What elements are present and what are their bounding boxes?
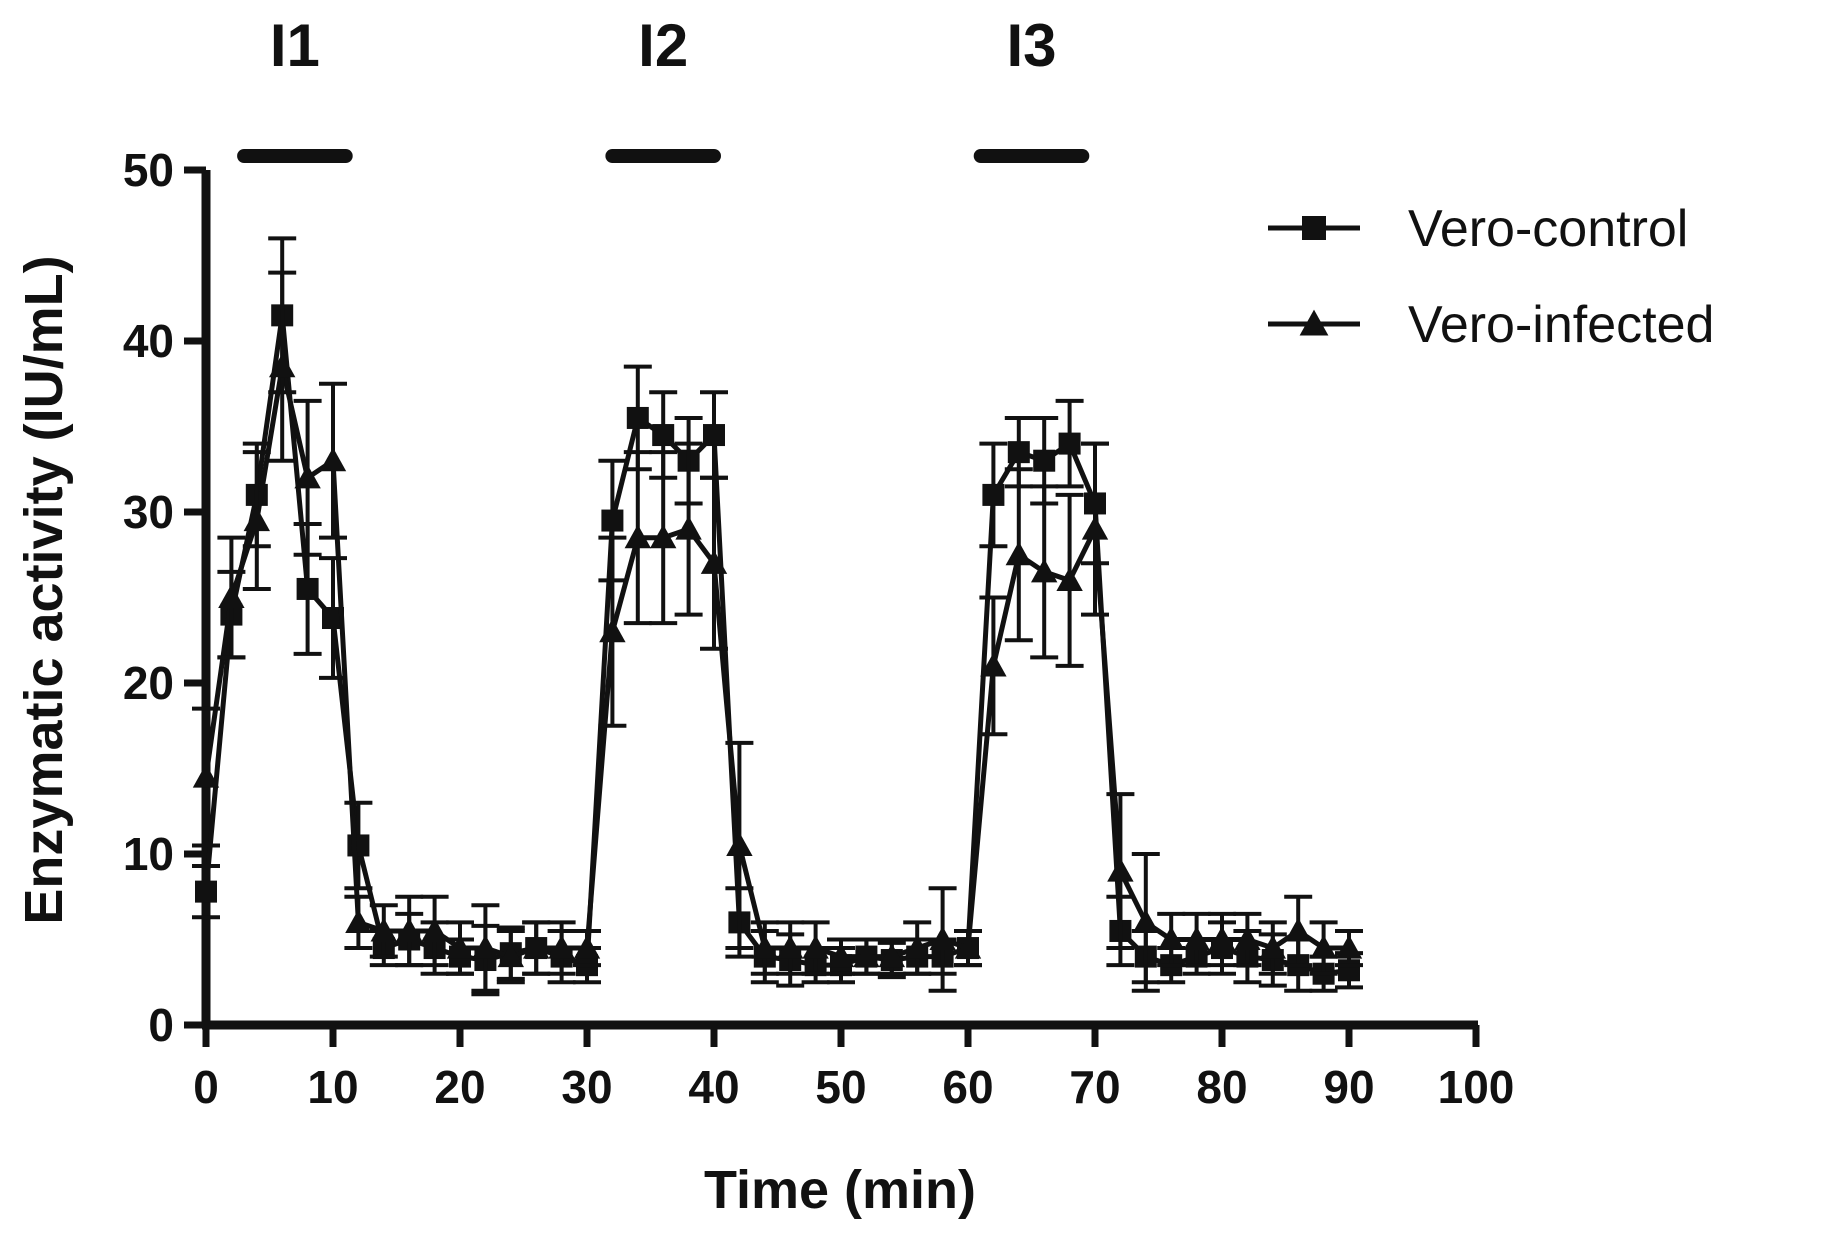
square-marker	[195, 880, 217, 903]
x-tick-label: 100	[1438, 1061, 1515, 1113]
y-tick-label: 50	[123, 144, 174, 196]
triangle-marker	[370, 917, 397, 942]
triangle-marker	[751, 934, 778, 959]
y-tick-label: 30	[123, 486, 174, 538]
x-tick-label: 20	[434, 1061, 485, 1113]
triangle-marker	[1208, 926, 1236, 951]
x-tick-label: 70	[1069, 1061, 1120, 1113]
triangle-marker	[1183, 926, 1210, 951]
triangle-marker	[192, 763, 220, 788]
triangle-marker	[980, 652, 1007, 677]
triangle-marker	[1107, 857, 1134, 882]
triangle-marker	[650, 524, 677, 549]
series-group	[192, 236, 1363, 997]
interval-label: I3	[1006, 12, 1056, 79]
x-tick-label: 50	[815, 1061, 866, 1113]
y-tick-label: 0	[148, 999, 174, 1051]
square-marker	[1007, 441, 1030, 464]
square-marker	[982, 483, 1005, 506]
y-tick-label: 20	[123, 657, 174, 709]
triangle-marker	[1299, 309, 1329, 336]
x-tick-label: 60	[942, 1061, 993, 1113]
triangle-marker	[396, 917, 423, 942]
triangle-marker	[1259, 934, 1286, 959]
triangle-marker	[777, 934, 804, 959]
triangle-marker	[1056, 567, 1083, 591]
square-marker	[626, 406, 649, 429]
square-marker	[296, 577, 319, 600]
series-vero-control	[192, 236, 1363, 997]
triangle-marker	[853, 943, 880, 968]
triangle-marker	[319, 447, 347, 472]
triangle-marker	[1335, 934, 1363, 959]
square-marker	[652, 424, 675, 447]
triangle-marker	[1158, 926, 1185, 951]
x-tick-label: 40	[688, 1061, 739, 1113]
triangle-marker	[726, 832, 753, 857]
interval-label: I2	[638, 12, 688, 79]
triangle-marker	[802, 934, 829, 959]
legend-item: Vero-control	[1268, 200, 1688, 258]
interval-bars-group: I1 I2 I3	[237, 12, 1090, 163]
triangle-marker	[573, 934, 601, 959]
triangle-marker	[1132, 909, 1159, 933]
triangle-marker	[1234, 926, 1261, 951]
x-tick-label: 0	[193, 1061, 219, 1113]
x-tick-label: 30	[561, 1061, 612, 1113]
triangle-marker	[421, 917, 448, 942]
square-marker	[1302, 216, 1326, 240]
square-marker	[601, 509, 624, 532]
square-marker	[1058, 432, 1081, 455]
square-marker	[347, 834, 370, 857]
triangle-marker	[827, 943, 855, 968]
triangle-marker	[675, 515, 702, 540]
x-axis-title: Time (min)	[704, 1160, 976, 1220]
triangle-marker	[243, 507, 270, 532]
triangle-marker	[218, 584, 245, 609]
triangle-marker	[497, 943, 524, 968]
triangle-marker	[1005, 541, 1032, 566]
triangle-marker	[1031, 558, 1058, 583]
square-marker	[703, 424, 725, 447]
triangle-marker	[269, 353, 296, 378]
triangle-marker	[523, 934, 550, 959]
triangle-marker	[624, 524, 651, 549]
triangle-marker	[1285, 917, 1312, 942]
legend-label: Vero-infected	[1408, 296, 1714, 354]
legend-group: Vero-control Vero-infected	[1268, 200, 1714, 354]
triangle-marker	[1081, 515, 1109, 540]
triangle-marker	[904, 934, 931, 959]
x-tick-label: 10	[307, 1061, 358, 1113]
square-marker	[1033, 449, 1056, 472]
legend-label: Vero-control	[1408, 200, 1688, 258]
triangle-marker	[929, 926, 956, 951]
triangle-marker	[1310, 934, 1337, 959]
square-marker	[322, 607, 344, 630]
triangle-marker	[548, 934, 575, 959]
axes-group: 0 10 20 30 40 50 0 10 20 30 40 50 60 70 80 90 100	[123, 144, 1515, 1113]
triangle-marker	[599, 618, 626, 643]
triangle-marker	[446, 934, 474, 959]
triangle-marker	[954, 934, 982, 959]
series-vero-infected	[192, 270, 1363, 993]
series-line	[203, 312, 1350, 977]
triangle-marker	[472, 934, 499, 959]
x-tick-label: 90	[1323, 1061, 1374, 1113]
y-tick-label: 10	[123, 828, 174, 880]
triangle-marker	[345, 909, 372, 933]
interval-label: I1	[270, 12, 320, 79]
triangle-marker	[878, 943, 905, 968]
series-line	[203, 364, 1349, 960]
y-axis-title: Enzymatic activity (IU/mL)	[14, 255, 74, 924]
legend-item: Vero-infected	[1268, 296, 1714, 354]
y-tick-label: 40	[123, 315, 174, 367]
x-tick-label: 80	[1196, 1061, 1247, 1113]
triangle-marker	[700, 550, 728, 574]
triangle-marker	[294, 464, 321, 489]
